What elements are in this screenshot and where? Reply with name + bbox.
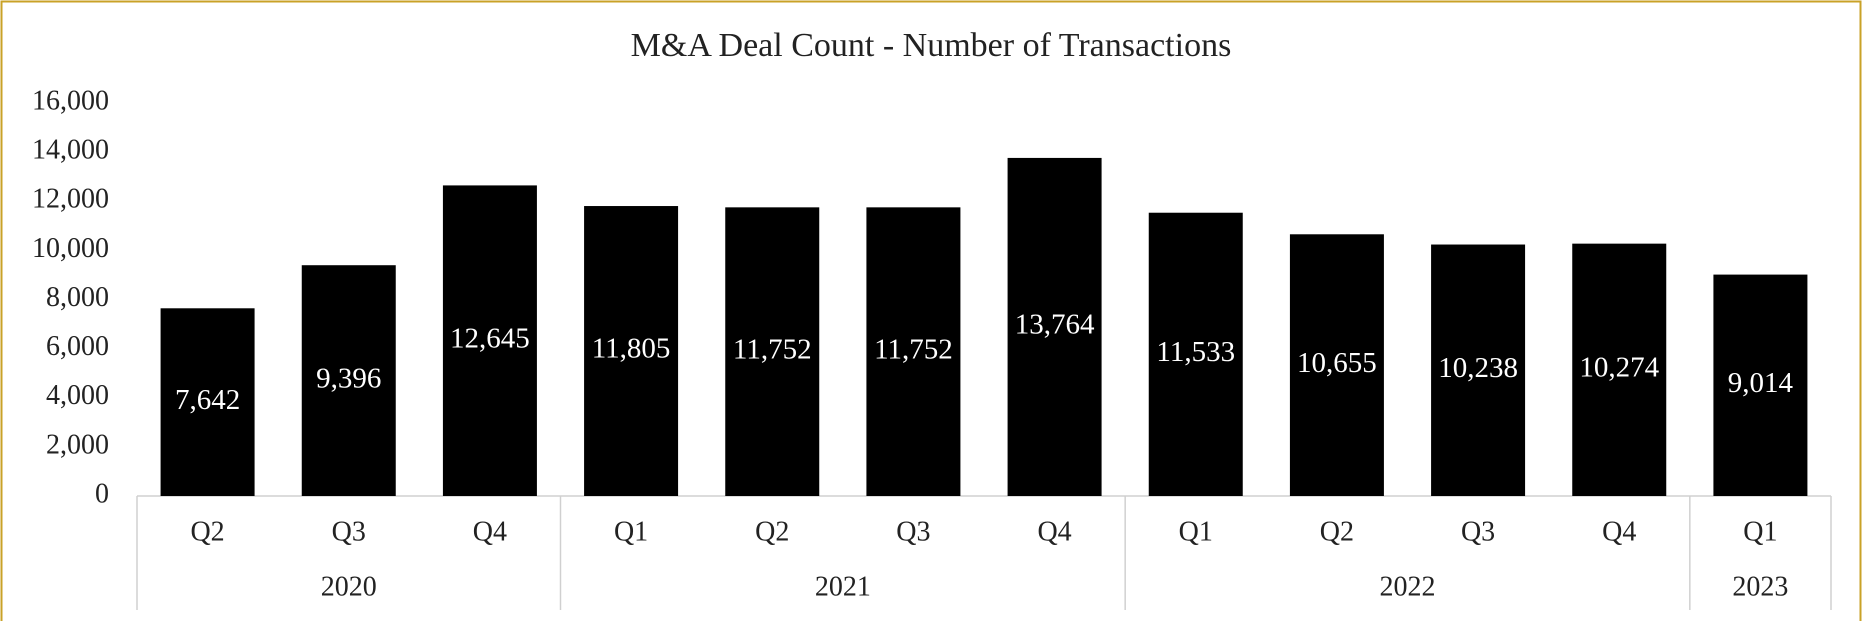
group-label: 2021: [815, 571, 871, 602]
value-label: 11,533: [1156, 336, 1235, 368]
y-tick-label: 2,000: [46, 429, 109, 460]
bar: [442, 185, 537, 497]
x-tick-label: Q2: [1320, 516, 1354, 547]
group-label: 2022: [1380, 571, 1436, 602]
y-tick-label: 14,000: [32, 135, 109, 166]
y-tick-label: 6,000: [46, 331, 109, 362]
value-label: 7,642: [175, 384, 240, 416]
chart-title: M&A Deal Count - Number of Transactions: [631, 27, 1232, 64]
value-label: 10,655: [1297, 347, 1377, 379]
bar: [1148, 212, 1243, 496]
bar: [725, 207, 820, 497]
value-label: 9,014: [1728, 367, 1794, 399]
bar: [1572, 243, 1667, 496]
x-tick-label: Q4: [1037, 516, 1071, 547]
group-label: 2023: [1732, 571, 1788, 602]
y-tick-label: 8,000: [46, 282, 109, 313]
x-tick-label: Q2: [190, 516, 224, 547]
x-tick-label: Q3: [896, 516, 930, 547]
bar: [866, 207, 961, 497]
x-tick-label: Q1: [1743, 516, 1777, 547]
x-tick-label: Q1: [1179, 516, 1213, 547]
bar: [584, 206, 679, 497]
x-tick-label: Q4: [1602, 516, 1636, 547]
y-tick-label: 0: [95, 478, 109, 509]
y-tick-label: 4,000: [46, 380, 109, 411]
value-label: 9,396: [316, 362, 381, 394]
y-tick-label: 16,000: [32, 85, 109, 116]
y-tick-label: 12,000: [32, 184, 109, 215]
value-label: 10,238: [1438, 352, 1518, 384]
bar: [301, 265, 396, 496]
value-label: 12,645: [450, 322, 530, 354]
x-tick-label: Q2: [755, 516, 789, 547]
bar: [1713, 274, 1808, 496]
value-label: 10,274: [1579, 351, 1659, 383]
bar: [1289, 234, 1384, 496]
x-tick-label: Q3: [1461, 516, 1495, 547]
bar: [160, 308, 255, 496]
x-tick-label: Q3: [332, 516, 366, 547]
bar: [1431, 244, 1526, 496]
value-label: 11,752: [733, 333, 812, 365]
group-label: 2020: [321, 571, 377, 602]
value-label: 11,805: [592, 333, 671, 365]
bar: [1007, 157, 1102, 496]
x-tick-label: Q1: [614, 516, 648, 547]
x-tick-label: Q4: [473, 516, 507, 547]
value-label: 11,752: [874, 333, 953, 365]
value-label: 13,764: [1015, 309, 1095, 341]
y-tick-label: 10,000: [32, 233, 109, 264]
